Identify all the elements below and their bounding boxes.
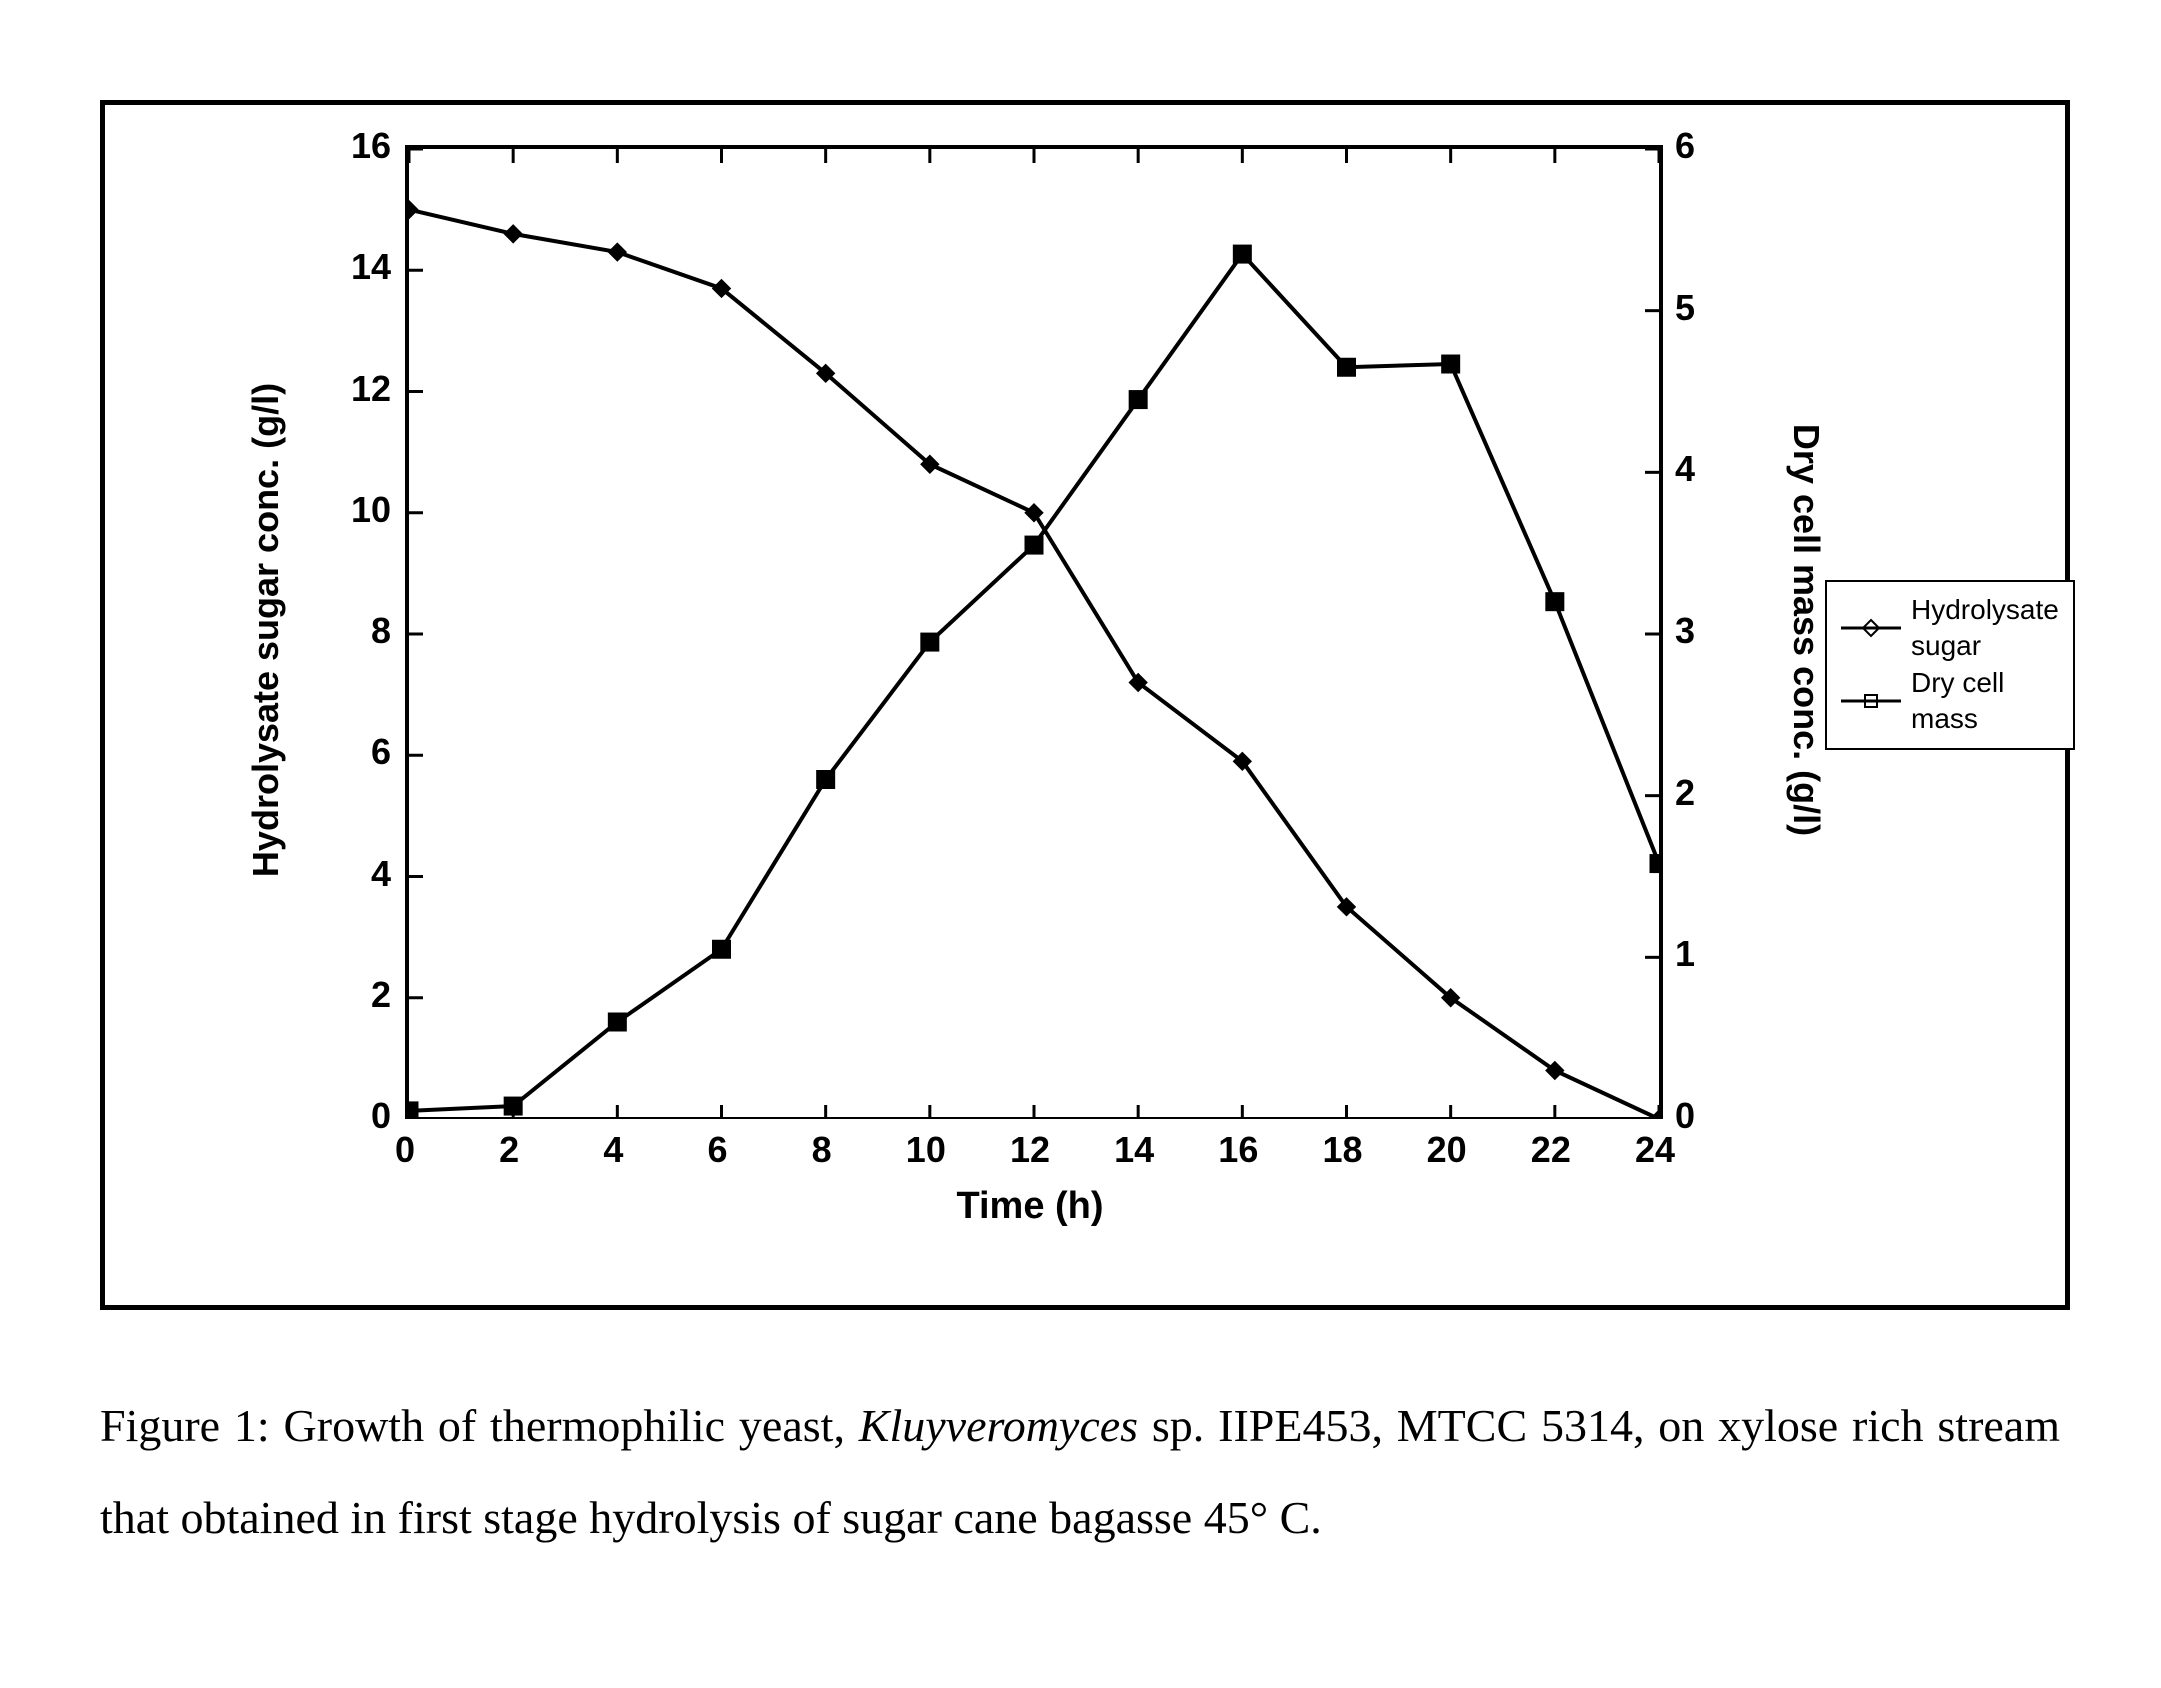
caption-prefix: Figure 1: Growth of thermophilic yeast, [100, 1400, 859, 1451]
tick-label: 0 [1675, 1095, 1725, 1135]
plot-svg [409, 149, 1659, 1119]
tick-label: 2 [469, 1129, 549, 1169]
tick-label: 20 [1407, 1129, 1487, 1169]
tick-label: 16 [325, 125, 391, 165]
tick-label: 6 [325, 731, 391, 771]
square-icon [1841, 691, 1901, 711]
tick-label: 12 [325, 368, 391, 408]
tick-label: 4 [1675, 448, 1725, 488]
tick-label: 3 [1675, 610, 1725, 650]
tick-label: 1 [1675, 933, 1725, 973]
diamond-icon [1841, 618, 1901, 638]
tick-label: 8 [782, 1129, 862, 1169]
caption-italic: Kluyveromyces [859, 1400, 1138, 1451]
legend-label: Dry cell mass [1911, 665, 2059, 738]
legend-item: Dry cell mass [1841, 665, 2059, 738]
tick-label: 12 [990, 1129, 1070, 1169]
tick-label: 6 [678, 1129, 758, 1169]
tick-label: 4 [325, 853, 391, 893]
y-left-axis-title: Hydrolysate sugar conc. (g/l) [245, 145, 297, 1115]
legend-label: Hydrolysate sugar [1911, 592, 2059, 665]
tick-label: 10 [886, 1129, 966, 1169]
legend-item: Hydrolysate sugar [1841, 592, 2059, 665]
tick-label: 14 [325, 246, 391, 286]
tick-label: 2 [325, 974, 391, 1014]
tick-label: 0 [325, 1095, 391, 1135]
tick-label: 18 [1303, 1129, 1383, 1169]
legend: Hydrolysate sugarDry cell mass [1825, 580, 2075, 750]
tick-label: 4 [573, 1129, 653, 1169]
plot-area [405, 145, 1663, 1119]
tick-label: 16 [1198, 1129, 1278, 1169]
y-right-axis-title: Dry cell mass conc. (g/l) [1775, 145, 1827, 1115]
tick-label: 6 [1675, 125, 1725, 165]
x-axis-title: Time (h) [880, 1185, 1180, 1228]
tick-label: 22 [1511, 1129, 1591, 1169]
tick-label: 8 [325, 610, 391, 650]
tick-label: 5 [1675, 287, 1725, 327]
tick-label: 10 [325, 489, 391, 529]
chart-frame: Hydrolysate sugar conc. (g/l) Dry cell m… [100, 100, 2070, 1310]
tick-label: 14 [1094, 1129, 1174, 1169]
figure-caption: Figure 1: Growth of thermophilic yeast, … [100, 1380, 2060, 1564]
tick-label: 2 [1675, 772, 1725, 812]
page: Hydrolysate sugar conc. (g/l) Dry cell m… [0, 0, 2161, 1688]
